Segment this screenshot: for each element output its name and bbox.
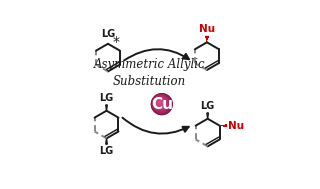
Text: Asymmetric Allylic
Substitution: Asymmetric Allylic Substitution: [94, 58, 205, 88]
Circle shape: [157, 100, 163, 105]
Circle shape: [157, 99, 164, 106]
Circle shape: [156, 98, 166, 108]
FancyArrowPatch shape: [124, 49, 189, 60]
FancyArrowPatch shape: [123, 118, 189, 134]
Circle shape: [155, 97, 168, 110]
Text: LG: LG: [100, 93, 114, 103]
Circle shape: [153, 95, 170, 112]
Circle shape: [155, 97, 167, 110]
Circle shape: [159, 101, 161, 104]
Circle shape: [156, 99, 165, 107]
Circle shape: [157, 100, 164, 106]
Polygon shape: [106, 138, 107, 144]
Circle shape: [153, 96, 169, 112]
Circle shape: [158, 100, 163, 105]
Circle shape: [153, 95, 170, 113]
Circle shape: [152, 94, 172, 114]
Circle shape: [152, 95, 171, 113]
Circle shape: [152, 94, 172, 114]
Text: Nu: Nu: [228, 121, 244, 131]
Circle shape: [154, 96, 169, 111]
Circle shape: [152, 94, 171, 113]
Circle shape: [156, 98, 165, 108]
Circle shape: [159, 101, 161, 103]
Circle shape: [155, 98, 166, 109]
Polygon shape: [106, 105, 107, 111]
Circle shape: [158, 101, 162, 104]
Circle shape: [158, 100, 162, 105]
Circle shape: [154, 97, 168, 110]
Circle shape: [155, 97, 167, 109]
Text: LG: LG: [100, 146, 114, 156]
Circle shape: [154, 96, 169, 111]
Text: Cu: Cu: [151, 97, 173, 112]
Polygon shape: [207, 113, 208, 119]
Text: LG: LG: [101, 29, 115, 39]
Circle shape: [156, 98, 165, 108]
Text: *: *: [112, 35, 119, 49]
Text: Nu: Nu: [199, 24, 215, 34]
Text: LG: LG: [201, 101, 215, 111]
Circle shape: [159, 101, 161, 103]
Circle shape: [151, 94, 172, 115]
Circle shape: [157, 99, 164, 107]
